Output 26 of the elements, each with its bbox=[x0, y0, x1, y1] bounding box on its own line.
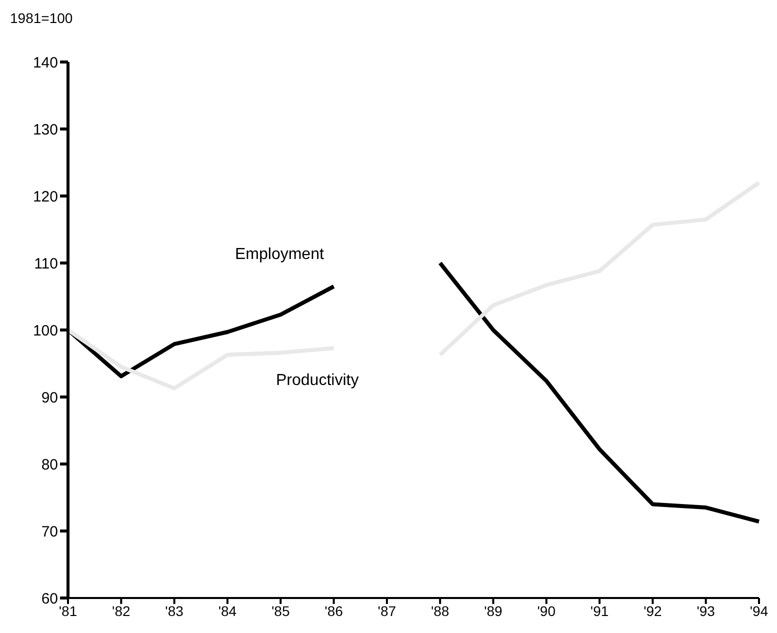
y-tick-label: 100 bbox=[32, 322, 58, 340]
y-tick-label: 60 bbox=[41, 590, 58, 608]
x-tick-label: '92 bbox=[644, 602, 662, 619]
x-tick-label: '83 bbox=[165, 602, 184, 619]
series-label: Productivity bbox=[276, 372, 359, 390]
y-tick-label: 70 bbox=[41, 523, 58, 540]
y-tick-label: 140 bbox=[32, 54, 58, 72]
x-tick-label: '93 bbox=[696, 602, 716, 619]
x-tick-label: '85 bbox=[271, 602, 290, 619]
x-tick-label: '81 bbox=[58, 602, 78, 619]
x-tick-label: '94 bbox=[750, 602, 768, 619]
y-tick-label: 90 bbox=[41, 389, 58, 406]
series-label: Employment bbox=[235, 246, 324, 264]
y-tick-label: 110 bbox=[34, 255, 58, 272]
x-tick-label: '86 bbox=[324, 602, 344, 619]
y-axis-title: 1981=100 bbox=[10, 10, 73, 26]
y-tick-label: 120 bbox=[32, 188, 58, 206]
x-tick-label: '89 bbox=[484, 602, 503, 619]
y-tick-label: 80 bbox=[41, 456, 58, 474]
x-tick-label: '84 bbox=[218, 602, 237, 619]
y-tick-label: 130 bbox=[32, 121, 58, 138]
x-tick-label: '87 bbox=[378, 602, 396, 619]
x-tick-label: '91 bbox=[590, 602, 609, 619]
x-tick-label: '82 bbox=[112, 602, 130, 619]
x-tick-label: '88 bbox=[430, 602, 450, 619]
x-tick-label: '90 bbox=[537, 602, 556, 619]
